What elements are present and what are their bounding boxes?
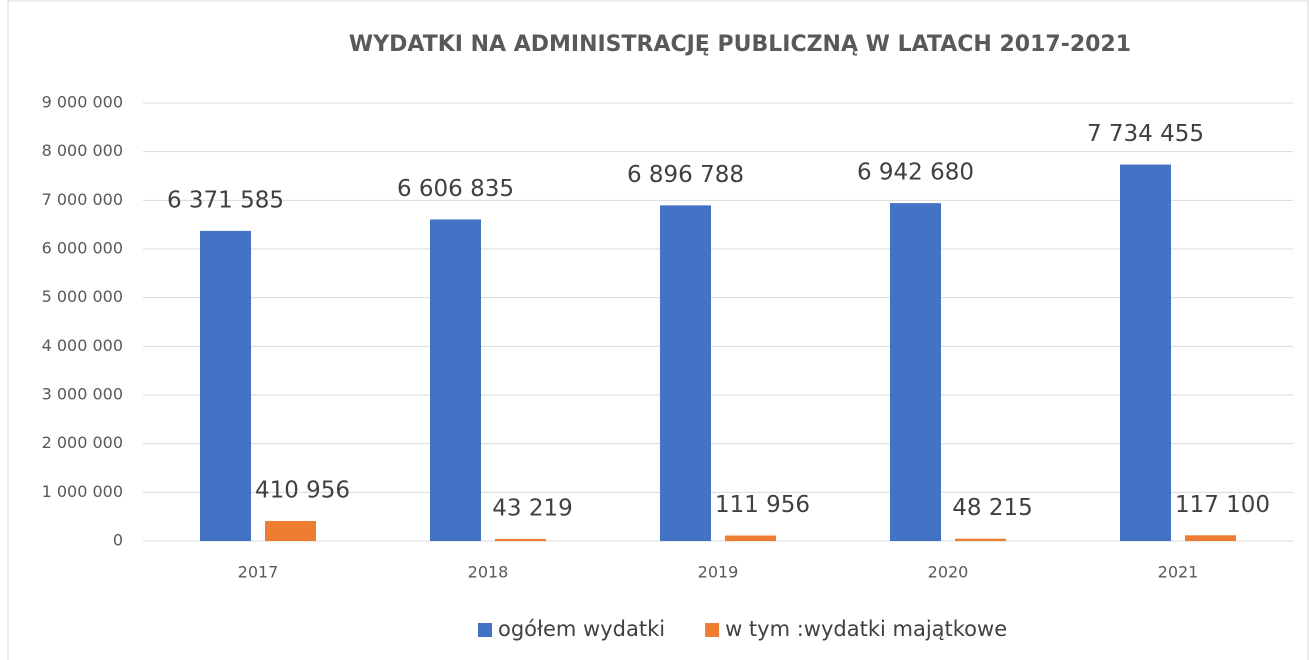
value-label: 117 100 xyxy=(1175,492,1270,518)
x-tick-label: 2020 xyxy=(928,563,969,582)
legend-swatch xyxy=(705,623,720,637)
y-tick-label: 8 000 000 xyxy=(42,141,123,160)
x-tick-label: 2018 xyxy=(468,563,509,582)
x-tick-label: 2021 xyxy=(1158,563,1199,582)
y-tick-label: 3 000 000 xyxy=(42,385,123,404)
bar xyxy=(265,521,316,541)
value-label: 7 734 455 xyxy=(1087,121,1204,147)
legend-label: ogółem wydatki xyxy=(498,617,665,641)
bar xyxy=(200,230,251,541)
y-tick-label: 5 000 000 xyxy=(42,287,123,306)
bar xyxy=(430,219,481,542)
y-tick-label: 6 000 000 xyxy=(42,239,123,258)
legend-swatch xyxy=(478,623,492,637)
y-tick-label: 7 000 000 xyxy=(42,190,123,209)
value-label: 48 215 xyxy=(952,495,1032,521)
y-tick-label: 1 000 000 xyxy=(42,482,123,501)
value-label: 6 942 680 xyxy=(857,160,974,186)
chart-title: WYDATKI NA ADMINISTRACJĘ PUBLICZNĄ W LAT… xyxy=(349,32,1131,57)
bar xyxy=(890,203,941,541)
y-tick-label: 9 000 000 xyxy=(42,93,123,112)
y-tick-label: 2 000 000 xyxy=(42,433,123,452)
value-label: 6 606 835 xyxy=(397,176,514,202)
bar xyxy=(955,538,1006,541)
value-label: 43 219 xyxy=(492,495,572,521)
value-label: 111 956 xyxy=(715,492,810,518)
y-tick-label: 0 xyxy=(113,531,123,550)
bar xyxy=(1185,535,1236,541)
bar xyxy=(725,535,776,541)
value-label: 6 371 585 xyxy=(167,187,284,213)
value-label: 410 956 xyxy=(255,478,350,504)
x-tick-label: 2017 xyxy=(238,563,279,582)
bar xyxy=(495,538,546,541)
legend-label: w tym :wydatki majątkowe xyxy=(725,617,1007,641)
bar xyxy=(1120,164,1171,542)
value-label: 6 896 788 xyxy=(627,162,744,188)
y-tick-label: 4 000 000 xyxy=(42,336,123,355)
bar xyxy=(660,205,711,541)
x-tick-label: 2019 xyxy=(698,563,739,582)
